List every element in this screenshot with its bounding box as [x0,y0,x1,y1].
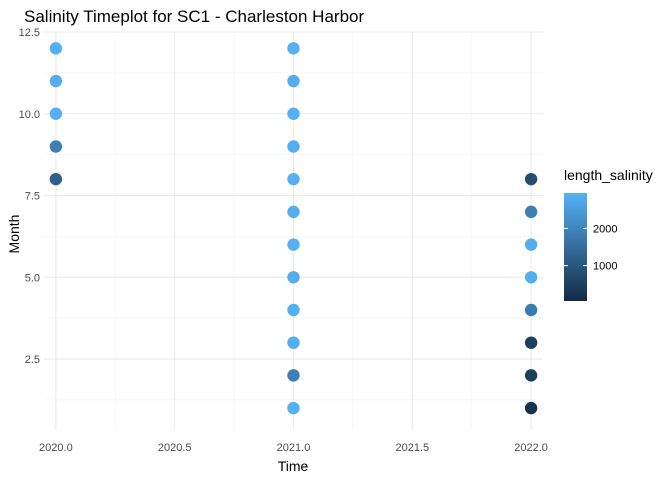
data-point [287,369,300,382]
data-point [49,74,63,88]
data-point [287,205,300,219]
y-axis-ticks: 2.5 5.0 7.5 10.0 12.5 [19,27,40,366]
color-legend: length_salinity 2000 1000 [564,167,653,301]
data-point [524,172,538,186]
x-tick-label: 2021.5 [395,442,429,454]
data-point [524,401,538,415]
data-point [49,140,63,153]
data-point [524,205,538,219]
legend-colorbar [564,193,587,301]
data-point [49,42,63,55]
x-tick-label: 2021.0 [277,442,311,454]
x-tick-label: 2020.0 [39,442,73,454]
data-point [287,271,300,284]
data-point [287,107,300,120]
y-tick-label: 2.5 [25,354,40,366]
data-point [524,238,538,251]
x-tick-label: 2020.5 [158,442,192,454]
data-point [524,369,538,382]
data-point [524,336,538,349]
data-point [287,74,300,88]
x-axis-ticks: 2020.0 2020.5 2021.0 2021.5 2022.0 [39,442,548,454]
x-tick-label: 2022.0 [514,442,548,454]
data-point [287,336,300,349]
data-point [287,172,300,186]
y-axis-title: Month [6,215,22,254]
data-point [524,271,538,284]
y-tick-label: 10.0 [19,109,40,121]
y-tick-label: 12.5 [19,27,40,39]
legend-title: length_salinity [564,167,653,183]
x-axis-title: Time [278,458,309,474]
data-point [287,238,300,251]
y-tick-label: 7.5 [25,191,40,203]
data-point [49,172,63,186]
legend-label: 2000 [593,223,617,235]
data-points [49,42,538,415]
data-point [287,303,300,317]
data-point [49,107,63,120]
legend-label: 1000 [593,261,617,273]
data-point [524,303,538,317]
legend-ticks: 2000 1000 [564,223,617,273]
data-point [287,401,300,415]
data-point [287,42,300,55]
chart-title: Salinity Timeplot for SC1 - Charleston H… [24,7,364,26]
data-point [287,140,300,153]
y-tick-label: 5.0 [25,272,40,284]
